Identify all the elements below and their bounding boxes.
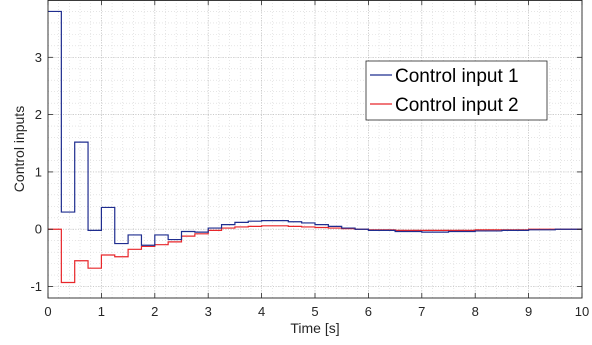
x-tick-label: 9 xyxy=(525,304,532,319)
legend-label-control-input-1: Control input 1 xyxy=(395,66,519,87)
legend-box xyxy=(365,60,548,121)
x-tick-label: 0 xyxy=(44,304,51,319)
y-axis-label: Control inputs xyxy=(11,106,27,192)
y-tick-label: 3 xyxy=(35,50,42,65)
axes-frame xyxy=(47,0,583,299)
x-tick-label: 2 xyxy=(151,304,158,319)
x-tick-label: 7 xyxy=(418,304,425,319)
x-tick-labels: 0 1 2 3 4 5 6 7 8 9 10 xyxy=(44,304,589,319)
x-tick-label: 6 xyxy=(365,304,372,319)
x-tick-label: 10 xyxy=(575,304,589,319)
x-tick-label: 5 xyxy=(311,304,318,319)
legend: Control input 1 Control input 2 xyxy=(365,60,548,121)
y-tick-label: -1 xyxy=(30,279,42,294)
x-axis-label: Time [s] xyxy=(290,320,339,336)
legend-label-control-input-2: Control input 2 xyxy=(395,95,519,116)
x-tick-label: 8 xyxy=(472,304,479,319)
y-tick-label: 1 xyxy=(35,164,42,179)
x-tick-label: 1 xyxy=(98,304,105,319)
y-tick-label: 2 xyxy=(35,107,42,122)
series-layer xyxy=(48,10,582,284)
x-tick-label: 3 xyxy=(205,304,212,319)
y-tick-labels: -1 0 1 2 3 xyxy=(30,50,42,294)
x-tick-label: 4 xyxy=(258,304,265,319)
y-tick-label: 0 xyxy=(35,222,42,237)
series-line-control-input-1 xyxy=(48,10,582,246)
